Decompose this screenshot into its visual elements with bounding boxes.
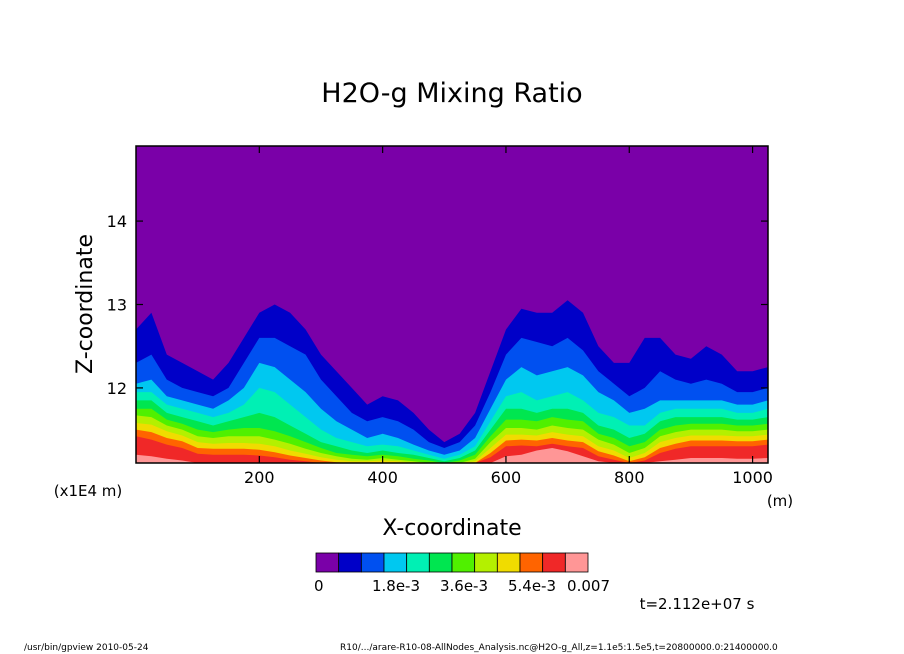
plot-area: [136, 146, 768, 463]
chart-title: H2O-g Mixing Ratio: [321, 78, 582, 109]
colorbar-label: 0: [314, 577, 324, 595]
colorbar-label: 3.6e-3: [440, 577, 488, 595]
x-tick-label: 800: [614, 468, 645, 487]
y-tick-label: 13: [107, 296, 127, 315]
x-tick-label: 400: [367, 468, 398, 487]
level-8-fill: [136, 423, 768, 463]
y-tick-label: 12: [107, 379, 127, 398]
level-9-fill: [136, 429, 768, 463]
time-label: t=2.112e+07 s: [640, 595, 755, 613]
colorbar-swatch: [542, 552, 566, 573]
y-tick-label: 14: [107, 212, 127, 231]
footer-right: R10/.../arare-R10-08-AllNodes_Analysis.n…: [340, 643, 778, 653]
level-11-fill: [136, 448, 768, 463]
y-axis-label: Z-coordinate: [73, 234, 98, 374]
y-unit-label: (x1E4 m): [54, 482, 123, 500]
colorbar-label: 0.007: [567, 577, 610, 595]
colorbar-swatch: [406, 552, 430, 573]
colorbar-swatch: [474, 552, 498, 573]
footer-left: /usr/bin/gpview 2010-05-24: [24, 643, 149, 653]
x-tick-label: 200: [244, 468, 275, 487]
axes: 200 400 600 800 1000 12 13 14: [107, 145, 773, 487]
colorbar-swatch: [496, 552, 521, 573]
x-tick-label: 600: [491, 468, 522, 487]
colorbar-swatch: [519, 552, 544, 573]
colorbar-swatch: [383, 552, 408, 573]
x-tick-label: 1000: [732, 468, 773, 487]
colorbar-label: 5.4e-3: [508, 577, 556, 595]
colorbar-swatch: [338, 552, 362, 573]
colorbar-swatch: [360, 552, 385, 573]
colorbar: 0 1.8e-3 3.6e-3 5.4e-3 0.007: [314, 552, 610, 595]
colorbar-swatch: [564, 552, 589, 573]
x-axis-label: X-coordinate: [382, 516, 521, 541]
colorbar-label: 1.8e-3: [372, 577, 420, 595]
colorbar-swatch: [315, 552, 340, 573]
x-unit-label: (m): [767, 492, 793, 510]
colorbar-swatch: [451, 552, 476, 573]
colorbar-swatch: [428, 552, 453, 573]
